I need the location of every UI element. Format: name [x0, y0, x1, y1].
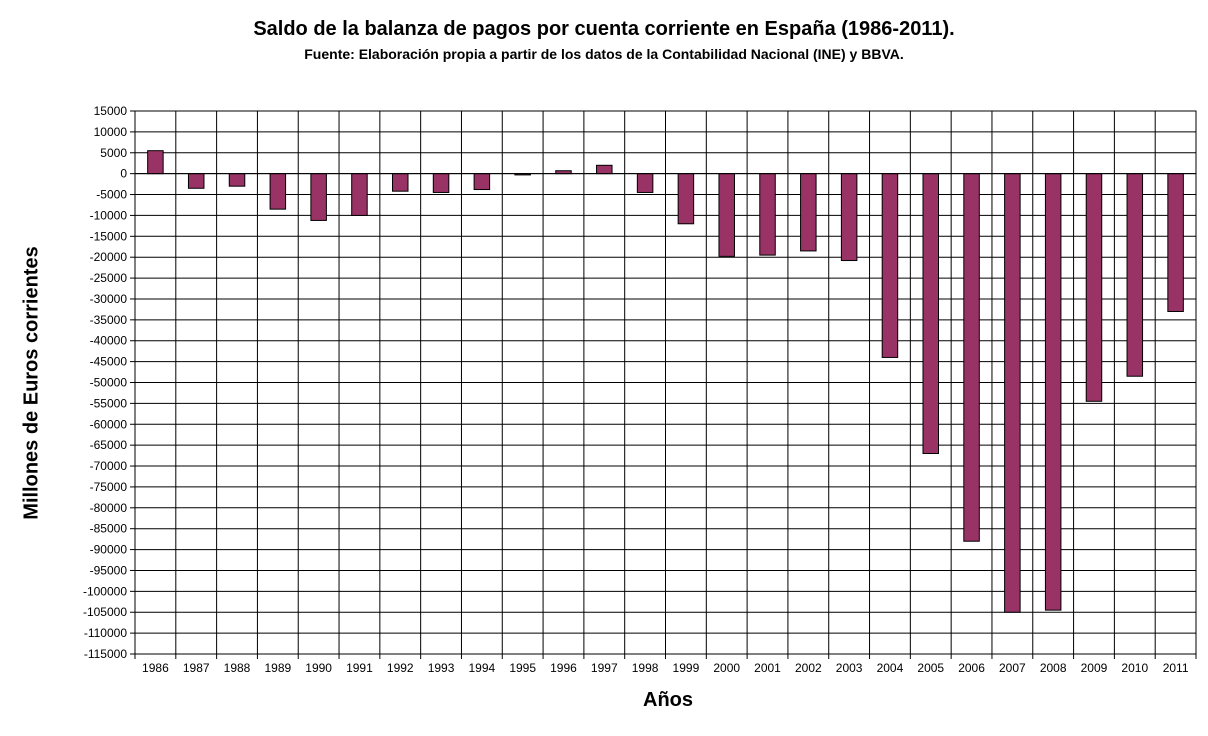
chart-subtitle: Fuente: Elaboración propia a partir de l…	[304, 46, 904, 62]
bar-2000	[718, 173, 735, 257]
bar-2004	[881, 173, 899, 358]
y-tick-label: -105000	[83, 605, 127, 619]
y-tick-label: -75000	[90, 480, 128, 494]
y-tick-label: -40000	[90, 334, 128, 348]
bar-2008	[1044, 173, 1062, 611]
x-tick-label: 2010	[1121, 661, 1148, 675]
x-tick-label: 1999	[673, 661, 700, 675]
y-tick-label: -10000	[90, 208, 128, 222]
y-tick-label: -70000	[90, 459, 128, 473]
y-tick-label: 5000	[100, 146, 127, 160]
y-tick-label: -30000	[90, 292, 128, 306]
y-tick-label: 15000	[94, 104, 128, 118]
y-tick-label: -5000	[96, 188, 127, 202]
x-axis-label: Años	[643, 689, 693, 711]
bar-1997	[596, 164, 613, 175]
x-tick-label: 2009	[1081, 661, 1108, 675]
x-tick-label: 1993	[428, 661, 455, 675]
y-tick-label: -90000	[90, 543, 128, 557]
y-tick-label: -65000	[90, 438, 128, 452]
x-tick-label: 2008	[1040, 661, 1067, 675]
x-tick-label: 1989	[264, 661, 291, 675]
y-tick-label: 10000	[94, 125, 128, 139]
bar-2001	[759, 173, 776, 256]
x-tick-label: 2011	[1163, 661, 1189, 675]
y-tick-label: -110000	[84, 626, 127, 640]
x-tick-label: 1987	[183, 661, 210, 675]
y-tick-label: -95000	[90, 563, 128, 577]
bar-1989	[269, 173, 287, 210]
bar-1994	[473, 173, 491, 191]
x-tick-label: 2002	[795, 661, 822, 675]
x-tick-label: 1988	[224, 661, 251, 675]
x-tick-label: 1995	[509, 661, 536, 675]
x-tick-label: 2006	[958, 661, 985, 675]
y-tick-label: -115000	[84, 647, 127, 661]
bar-1991	[351, 173, 368, 216]
x-tick-label: 1990	[305, 661, 332, 675]
y-tick-label: -15000	[90, 229, 128, 243]
x-tick-label: 2007	[999, 661, 1026, 675]
x-tick-label: 1992	[387, 661, 414, 675]
x-tick-label: 2000	[713, 661, 740, 675]
y-tick-label: -55000	[90, 396, 128, 410]
x-tick-label: 1986	[142, 661, 169, 675]
y-tick-label: -60000	[90, 417, 128, 431]
bar-1990	[310, 173, 327, 221]
plot-area	[134, 110, 1197, 655]
bar-2002	[800, 173, 817, 252]
bar-2010	[1126, 173, 1144, 377]
y-tick-label: 0	[120, 167, 127, 181]
x-tick-label: 1994	[469, 661, 496, 675]
bar-2007	[1004, 173, 1021, 613]
x-tick-label: 2003	[836, 661, 863, 675]
bar-1998	[636, 173, 654, 193]
x-tick-label: 2004	[877, 661, 904, 675]
bar-2005	[922, 173, 940, 455]
bar-1992	[391, 173, 409, 192]
y-tick-label: -20000	[90, 250, 128, 264]
y-tick-label: -85000	[90, 522, 128, 536]
bar-2006	[963, 173, 980, 542]
y-tick-label: -100000	[83, 584, 127, 598]
y-tick-label: -50000	[90, 376, 128, 390]
y-tick-label: -25000	[90, 271, 128, 285]
axes: -115000-110000-105000-100000-95000-90000…	[83, 104, 1197, 675]
bar-1986	[147, 150, 164, 175]
bar-1988	[228, 173, 246, 187]
bar-2009	[1085, 173, 1103, 402]
x-tick-label: 1998	[632, 661, 659, 675]
x-tick-label: 2001	[754, 661, 781, 675]
x-tick-label: 1996	[550, 661, 577, 675]
x-tick-label: 1997	[591, 661, 618, 675]
chart-title: Saldo de la balanza de pagos por cuenta …	[253, 18, 955, 40]
bar-2011	[1167, 173, 1184, 312]
y-tick-label: -45000	[90, 355, 128, 369]
y-tick-label: -35000	[90, 313, 128, 327]
bar-2003	[840, 173, 858, 262]
bar-1999	[677, 173, 695, 225]
bar-1993	[432, 173, 450, 193]
gridlines	[134, 110, 1197, 655]
y-tick-label: -80000	[90, 501, 128, 515]
x-tick-label: 2005	[917, 661, 944, 675]
bar-1987	[187, 173, 205, 189]
bars	[147, 150, 1184, 613]
x-tick-label: 1991	[346, 661, 373, 675]
